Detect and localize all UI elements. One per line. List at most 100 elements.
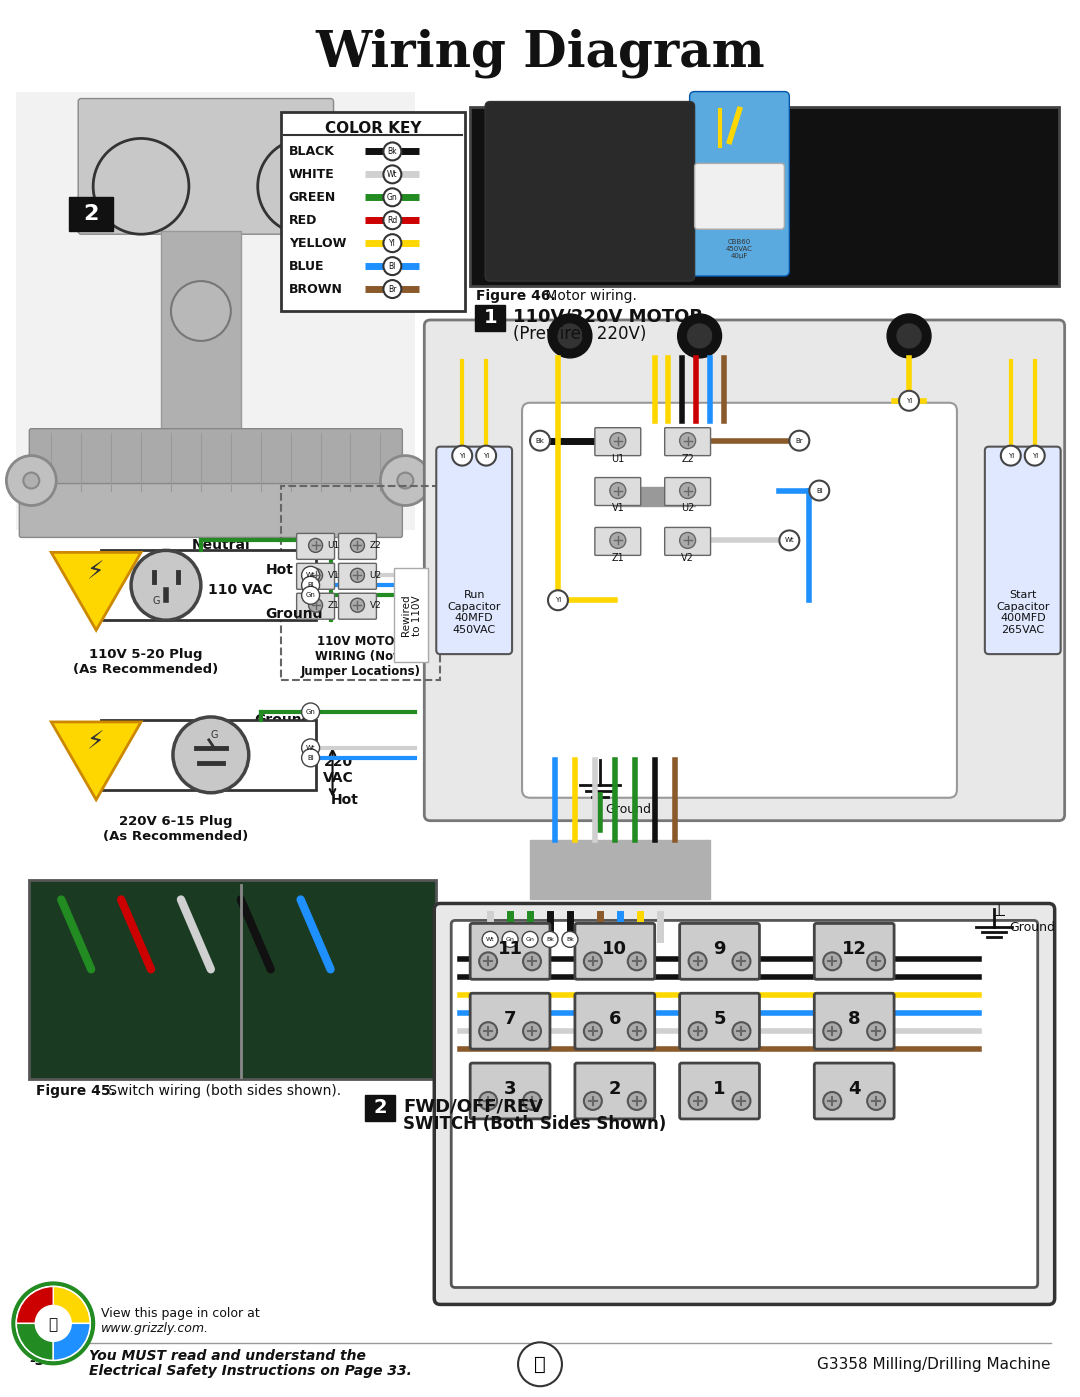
FancyBboxPatch shape [297,534,335,559]
Wedge shape [16,1287,53,1323]
Text: 3: 3 [504,1080,516,1098]
FancyBboxPatch shape [485,102,694,281]
Text: Electrical Safety Instructions on Page 33.: Electrical Safety Instructions on Page 3… [90,1365,413,1379]
Text: Br: Br [796,437,804,444]
Text: Start
Capacitor
400MFD
265VAC: Start Capacitor 400MFD 265VAC [996,591,1050,636]
Bar [475,305,505,331]
Circle shape [689,953,706,971]
FancyBboxPatch shape [595,528,640,556]
Bar [69,197,113,232]
Text: Yl: Yl [459,453,465,458]
Text: Ground: Ground [266,608,323,622]
Circle shape [523,1023,541,1041]
Circle shape [36,1305,71,1341]
Circle shape [542,932,558,947]
Circle shape [351,569,364,583]
FancyBboxPatch shape [297,594,335,619]
Circle shape [523,1092,541,1111]
Circle shape [482,932,498,947]
Text: U2: U2 [369,571,381,580]
Text: 7: 7 [504,1010,516,1028]
Text: 110 VAC: 110 VAC [208,584,273,598]
Text: Z2: Z2 [681,454,694,464]
Text: 🐻: 🐻 [49,1317,58,1331]
Text: Bk: Bk [546,937,554,942]
Circle shape [867,1023,886,1041]
Text: Yl: Yl [1031,453,1038,458]
Circle shape [584,1092,602,1111]
Text: Wt: Wt [306,745,315,750]
FancyBboxPatch shape [575,993,654,1049]
Text: www.grizzly.com.: www.grizzly.com. [102,1322,210,1336]
FancyBboxPatch shape [470,1063,550,1119]
Text: U2: U2 [680,503,694,514]
Text: GREEN: GREEN [288,191,336,204]
Text: Figure 45.: Figure 45. [37,1084,117,1098]
Text: Hot: Hot [266,563,294,577]
Bar [340,218,384,251]
Text: Yl: Yl [483,453,489,458]
Circle shape [523,953,541,971]
Bar [161,232,241,440]
Text: Bl: Bl [307,583,314,588]
Text: Rd: Rd [388,215,397,225]
Circle shape [480,1092,497,1111]
Text: 12: 12 [841,940,866,958]
Text: Yl: Yl [906,398,913,404]
Circle shape [823,953,841,971]
Text: U1: U1 [611,454,624,464]
FancyBboxPatch shape [575,1063,654,1119]
Text: Bk: Bk [536,437,544,444]
FancyBboxPatch shape [679,993,759,1049]
Text: Bl: Bl [389,261,396,271]
Text: Ground: Ground [1009,921,1055,935]
FancyBboxPatch shape [664,528,711,556]
Text: -36-: -36- [29,1354,60,1368]
Circle shape [301,703,320,721]
FancyBboxPatch shape [470,993,550,1049]
Text: Yl: Yl [389,239,395,247]
Text: Figure 46.: Figure 46. [476,289,556,303]
Circle shape [301,749,320,767]
Text: 110V MOTOR
WIRING (Note
Jumper Locations): 110V MOTOR WIRING (Note Jumper Locations… [300,636,420,678]
Circle shape [823,1092,841,1111]
FancyBboxPatch shape [102,550,315,620]
Text: Gn: Gn [306,592,315,598]
Circle shape [689,1023,706,1041]
FancyBboxPatch shape [814,923,894,979]
FancyBboxPatch shape [985,447,1061,654]
Circle shape [530,430,550,451]
Text: Bl: Bl [815,488,823,493]
FancyBboxPatch shape [16,92,416,531]
Bar [530,840,710,900]
Text: 8: 8 [848,1010,861,1028]
Circle shape [689,1092,706,1111]
Text: ⚡: ⚡ [87,560,105,584]
Text: G3358 Milling/Drilling Machine: G3358 Milling/Drilling Machine [818,1356,1051,1372]
Text: Wiring Diagram: Wiring Diagram [315,29,765,78]
Text: ⊥: ⊥ [991,902,1007,921]
Circle shape [610,433,625,448]
Text: Gn: Gn [526,937,535,942]
Circle shape [389,258,403,272]
Text: 110V/220V MOTOR: 110V/220V MOTOR [513,307,703,326]
Circle shape [562,932,578,947]
Circle shape [309,598,323,612]
Circle shape [171,281,231,341]
Text: Switch wiring (both sides shown).: Switch wiring (both sides shown). [104,1084,341,1098]
FancyBboxPatch shape [29,429,403,493]
FancyBboxPatch shape [436,447,512,654]
Text: Bk: Bk [566,937,573,942]
Text: Bk: Bk [388,147,397,156]
Text: 4: 4 [848,1080,861,1098]
Text: 1: 1 [354,224,370,244]
Circle shape [6,455,56,506]
Circle shape [610,482,625,499]
Text: Yl: Yl [1008,453,1014,458]
Text: Ground: Ground [605,803,651,816]
Text: Z1: Z1 [611,553,624,563]
Circle shape [897,324,921,348]
Text: Rewired
to 110V: Rewired to 110V [401,594,422,636]
Text: V1: V1 [611,503,624,514]
Circle shape [309,538,323,552]
